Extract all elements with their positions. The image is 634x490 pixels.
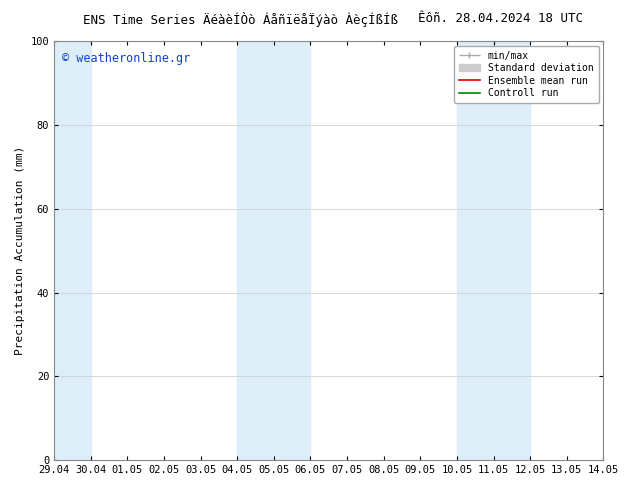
- Bar: [237, 41, 311, 460]
- Text: Êôñ. 28.04.2024 18 UTC: Êôñ. 28.04.2024 18 UTC: [418, 12, 583, 25]
- Legend: min/max, Standard deviation, Ensemble mean run, Controll run: min/max, Standard deviation, Ensemble me…: [454, 46, 598, 103]
- Bar: [457, 41, 530, 460]
- Text: ENS Time Series ÄéàèÍÒò ÁåñïëåÏýàò ÀèçÍßÍß: ENS Time Series ÄéàèÍÒò ÁåñïëåÏýàò ÀèçÍß…: [84, 12, 398, 27]
- Text: © weatheronline.gr: © weatheronline.gr: [62, 51, 191, 65]
- Y-axis label: Precipitation Accumulation (mm): Precipitation Accumulation (mm): [15, 146, 25, 355]
- Bar: [54, 41, 91, 460]
